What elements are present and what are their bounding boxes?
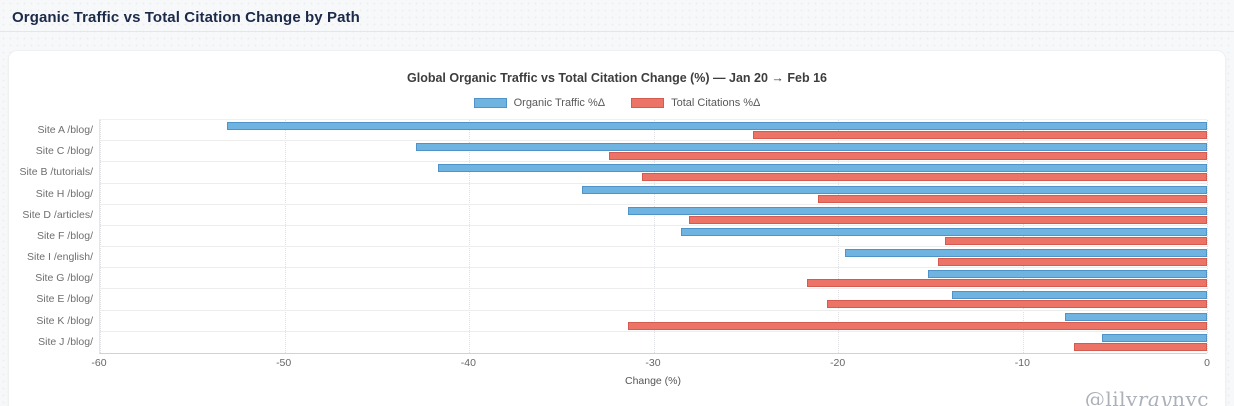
chart-row: Site K /blog/ — [36, 311, 1207, 332]
x-tick-label: -30 — [645, 357, 661, 369]
legend-label: Total Citations %Δ — [671, 97, 761, 109]
chart-row: Site E /blog/ — [36, 289, 1207, 311]
chart-legend: Organic Traffic %Δ Total Citations %Δ — [9, 96, 1225, 110]
total-citations-bar[interactable] — [688, 215, 1207, 224]
organic-traffic-bar[interactable] — [1064, 312, 1207, 321]
legend-item-total-citations[interactable]: Total Citations %Δ — [631, 97, 760, 109]
vertical-gridline — [100, 120, 101, 353]
category-label: Site D /articles/ — [22, 208, 93, 221]
category-label: Site E /blog/ — [36, 293, 93, 306]
chart: Site A /blog/Site C /blog/Site B /tutori… — [19, 119, 1210, 387]
total-citations-bar[interactable] — [1074, 342, 1207, 351]
chart-row: Site I /english/ — [27, 247, 1207, 269]
x-tick-label: -40 — [460, 357, 476, 369]
category-label: Site B /tutorials/ — [19, 166, 93, 179]
total-citations-bar[interactable] — [627, 321, 1207, 330]
chart-row: Site A /blog/ — [38, 120, 1207, 142]
chart-row: Site G /blog/ — [35, 268, 1207, 290]
total-citations-bar[interactable] — [642, 173, 1207, 182]
x-tick-label: 0 — [1204, 357, 1210, 369]
legend-item-organic-traffic[interactable]: Organic Traffic %Δ — [473, 97, 606, 109]
vertical-gridline — [1022, 120, 1024, 353]
organic-traffic-bar[interactable] — [952, 291, 1207, 300]
category-label: Site C /blog/ — [35, 145, 93, 158]
plot-area: Site A /blog/Site C /blog/Site B /tutori… — [19, 119, 1208, 354]
organic-traffic-bar[interactable] — [437, 164, 1207, 173]
chart-row: Site C /blog/ — [36, 141, 1207, 163]
organic-traffic-bar[interactable] — [928, 270, 1207, 279]
vertical-gridline — [653, 120, 655, 353]
x-tick-label: -10 — [1014, 357, 1030, 369]
vertical-gridline — [1207, 120, 1208, 353]
vertical-gridline — [469, 120, 470, 353]
organic-traffic-bar[interactable] — [627, 206, 1207, 215]
category-label: Site A /blog/ — [37, 124, 93, 137]
page-title: Organic Traffic vs Total Citation Change… — [12, 9, 360, 26]
total-citations-bar[interactable] — [609, 152, 1207, 161]
page-header: Organic Traffic vs Total Citation Change… — [0, 0, 1234, 32]
x-axis-label: Change (%) — [624, 375, 682, 387]
chart-title: Global Organic Traffic vs Total Citation… — [407, 71, 827, 85]
category-label: Site K /blog/ — [36, 314, 93, 327]
category-label: Site F /blog/ — [36, 229, 93, 242]
category-label: Site I /english/ — [27, 251, 93, 264]
chart-row: Site B /tutorials/ — [19, 162, 1207, 184]
organic-traffic-bar[interactable] — [1101, 333, 1207, 342]
total-citations-bar[interactable] — [937, 258, 1207, 267]
total-citations-bar[interactable] — [945, 236, 1207, 245]
category-label: Site H /blog/ — [35, 187, 93, 200]
x-tick-label: -50 — [276, 357, 292, 369]
legend-label: Organic Traffic %Δ — [513, 97, 606, 109]
watermark-italic: ray — [1137, 387, 1173, 406]
organic-traffic-bar[interactable] — [415, 143, 1207, 152]
x-tick-label: -20 — [830, 357, 846, 369]
organic-traffic-bar[interactable] — [227, 122, 1207, 130]
chart-row: Site D /articles/ — [22, 205, 1207, 226]
organic-traffic-bar[interactable] — [845, 249, 1207, 258]
vertical-gridline — [838, 120, 839, 353]
x-tick-label: -60 — [91, 357, 107, 369]
organic-traffic-bar[interactable] — [681, 227, 1207, 236]
organic-traffic-bar[interactable] — [581, 185, 1207, 194]
total-citations-bar[interactable] — [817, 194, 1207, 203]
total-citations-bar[interactable] — [826, 300, 1207, 309]
watermark-suffix: nyc — [1172, 387, 1209, 406]
chart-card: Global Organic Traffic vs Total Citation… — [8, 50, 1226, 406]
category-label: Site G /blog/ — [35, 272, 93, 285]
organic-traffic-swatch-icon — [473, 98, 507, 108]
total-citations-swatch-icon — [631, 98, 665, 108]
total-citations-bar[interactable] — [806, 279, 1207, 288]
watermark-prefix: @lily — [1084, 387, 1138, 406]
x-axis-ticks: -60 -50 -40 -30 -20 -10 0 — [91, 357, 1210, 373]
chart-row: Site F /blog/ — [37, 226, 1207, 248]
chart-row: Site J /blog/ — [38, 332, 1207, 353]
total-citations-bar[interactable] — [753, 131, 1207, 139]
category-label: Site J /blog/ — [38, 336, 93, 349]
watermark: @lilyraynyc — [1085, 387, 1209, 406]
chart-row: Site H /blog/ — [36, 184, 1207, 205]
vertical-gridline — [284, 120, 286, 353]
